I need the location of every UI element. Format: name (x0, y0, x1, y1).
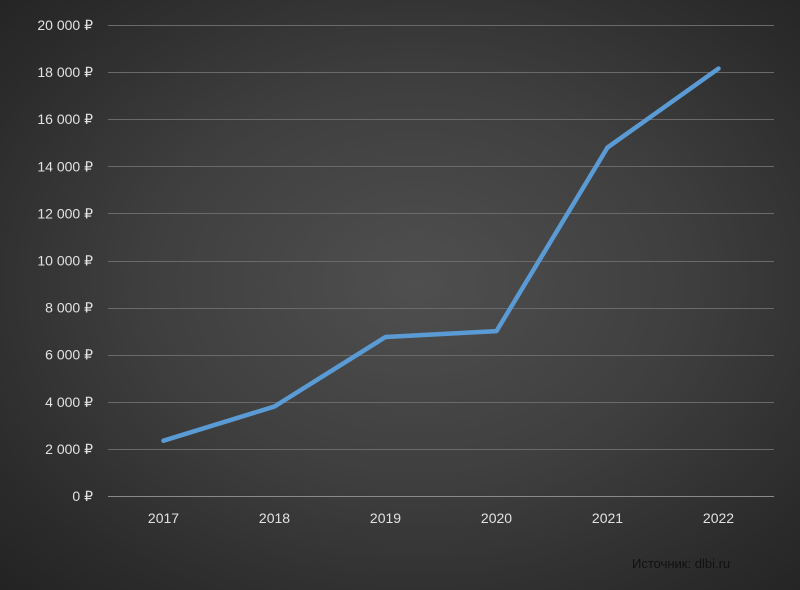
y-tick-label: 18 000 ₽ (37, 64, 93, 80)
y-tick-label: 2 000 ₽ (45, 441, 93, 457)
y-tick-label: 14 000 ₽ (37, 158, 93, 174)
y-tick-label: 16 000 ₽ (37, 111, 93, 127)
y-tick-label: 0 ₽ (72, 488, 93, 504)
series-line (161, 66, 721, 443)
x-tick-label: 2017 (148, 510, 179, 526)
y-tick-label: 6 000 ₽ (45, 347, 93, 363)
x-tick-label: 2021 (592, 510, 623, 526)
y-tick-label: 8 000 ₽ (45, 300, 93, 316)
y-axis-tick-labels: 0 ₽ 2 000 ₽ 4 000 ₽ 6 000 ₽ 8 000 ₽ 10 000 ₽ 1… (37, 17, 93, 504)
gridlines (108, 25, 774, 497)
y-tick-label: 20 000 ₽ (37, 17, 93, 33)
x-tick-label: 2022 (703, 510, 734, 526)
source-note: Источник: dlbi.ru (632, 556, 731, 571)
y-tick-label: 12 000 ₽ (37, 205, 93, 221)
x-tick-label: 2019 (370, 510, 401, 526)
x-tick-label: 2018 (259, 510, 290, 526)
y-tick-label: 4 000 ₽ (45, 394, 93, 410)
x-axis-tick-labels: 2017 2018 2019 2020 2021 2022 (148, 510, 734, 526)
series-layer (161, 66, 721, 443)
y-tick-label: 10 000 ₽ (37, 253, 93, 269)
x-tick-label: 2020 (481, 510, 512, 526)
